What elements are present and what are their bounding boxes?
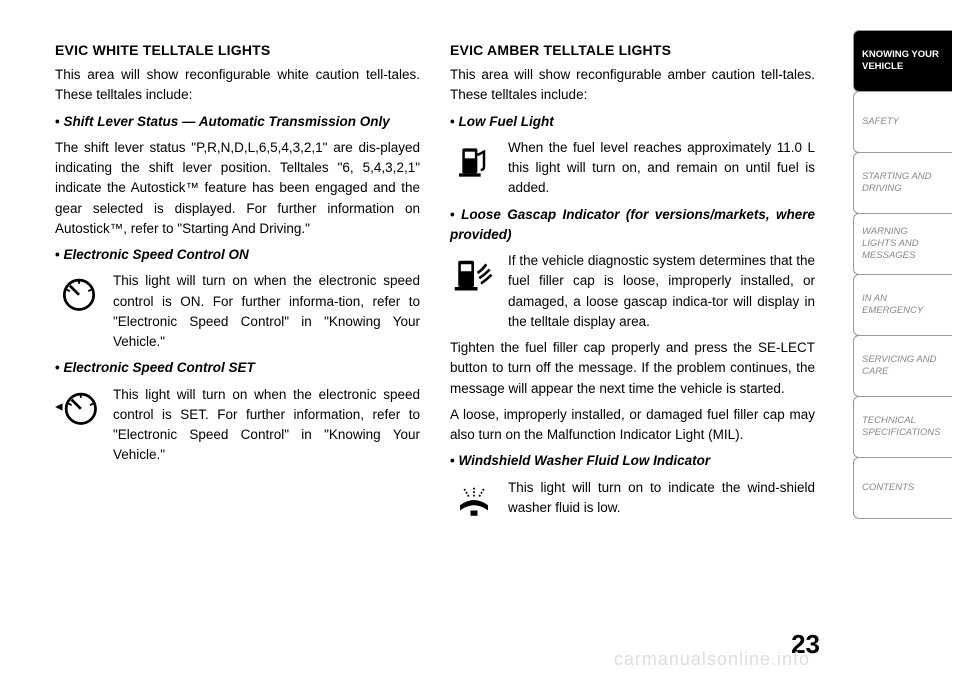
left-item1-body: The shift lever status "P,R,N,D,L,6,5,4,…	[55, 138, 420, 239]
right-item3-title: Windshield Washer Fluid Low Indicator	[450, 451, 815, 471]
speedometer-set-icon	[55, 385, 103, 429]
right-item1-block: When the fuel level reaches approximatel…	[450, 138, 815, 199]
tab-technical[interactable]: TECHNICAL SPECIFICATIONS	[853, 396, 952, 458]
right-item2-body: If the vehicle diagnostic system determi…	[508, 251, 815, 332]
right-column: EVIC AMBER TELLTALE LIGHTS This area wil…	[450, 40, 815, 658]
tab-warning-lights[interactable]: WARNING LIGHTS AND MESSAGES	[853, 213, 952, 275]
right-item1-body: When the fuel level reaches approximatel…	[508, 138, 815, 199]
page-root: EVIC WHITE TELLTALE LIGHTS This area wil…	[0, 0, 960, 678]
left-item3-title: Electronic Speed Control SET	[55, 358, 420, 378]
tab-servicing[interactable]: SERVICING AND CARE	[853, 335, 952, 397]
right-item1-title: Low Fuel Light	[450, 112, 815, 132]
left-item3-body: This light will turn on when the electro…	[113, 385, 420, 466]
gascap-icon	[450, 251, 498, 295]
left-column: EVIC WHITE TELLTALE LIGHTS This area wil…	[55, 40, 420, 658]
right-item2-title: Loose Gascap Indicator (for versions/mar…	[450, 205, 815, 246]
tab-emergency[interactable]: IN AN EMERGENCY	[853, 274, 952, 336]
right-item3-body: This light will turn on to indicate the …	[508, 478, 815, 522]
left-item2-body: This light will turn on when the electro…	[113, 271, 420, 352]
tab-contents[interactable]: CONTENTS	[853, 457, 952, 519]
right-item2-body3: A loose, improperly installed, or damage…	[450, 405, 815, 446]
watermark-text: carmanualsonline.info	[614, 649, 810, 670]
right-item2-block: If the vehicle diagnostic system determi…	[450, 251, 815, 332]
sidebar-nav: KNOWING YOUR VEHICLE SAFETY STARTING AND…	[845, 0, 960, 678]
washer-fluid-icon	[450, 478, 498, 522]
speedometer-icon	[55, 271, 103, 315]
tab-knowing-vehicle[interactable]: KNOWING YOUR VEHICLE	[853, 30, 952, 92]
tab-starting-driving[interactable]: STARTING AND DRIVING	[853, 152, 952, 214]
right-item2-body2: Tighten the fuel filler cap properly and…	[450, 338, 815, 399]
fuel-pump-icon	[450, 138, 498, 182]
left-item1-title: Shift Lever Status — Automatic Transmiss…	[55, 112, 420, 132]
left-item3-block: This light will turn on when the electro…	[55, 385, 420, 466]
tab-safety[interactable]: SAFETY	[853, 91, 952, 153]
left-heading: EVIC WHITE TELLTALE LIGHTS	[55, 40, 420, 61]
left-item2-block: This light will turn on when the electro…	[55, 271, 420, 352]
left-intro: This area will show reconfigurable white…	[55, 65, 420, 106]
right-item3-block: This light will turn on to indicate the …	[450, 478, 815, 522]
right-heading: EVIC AMBER TELLTALE LIGHTS	[450, 40, 815, 61]
right-intro: This area will show reconfigurable amber…	[450, 65, 815, 106]
content-area: EVIC WHITE TELLTALE LIGHTS This area wil…	[0, 0, 845, 678]
left-item2-title: Electronic Speed Control ON	[55, 245, 420, 265]
